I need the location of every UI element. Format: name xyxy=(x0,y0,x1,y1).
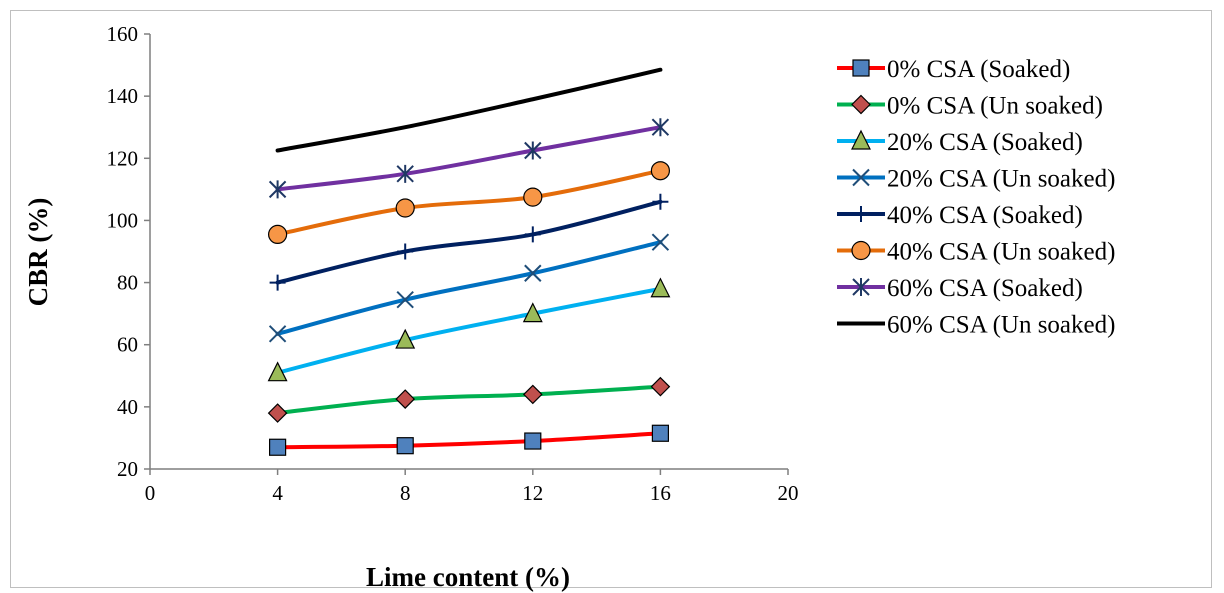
legend-label: 40% CSA (Soaked) xyxy=(887,202,1083,229)
legend-label: 60% CSA (Soaked) xyxy=(887,275,1083,302)
series-6 xyxy=(268,161,671,245)
data-point xyxy=(650,161,671,181)
data-point xyxy=(651,233,670,251)
series-5 xyxy=(269,193,669,291)
legend-entry: 0% CSA (Soaked) xyxy=(837,56,1070,83)
legend-entry: 0% CSA (Un soaked) xyxy=(837,93,1103,120)
series-line xyxy=(275,199,663,285)
series-line xyxy=(275,240,663,336)
legend-marker-stroke xyxy=(852,278,870,296)
data-point xyxy=(267,403,288,423)
x-axis-title: Lime content (%) xyxy=(366,562,570,592)
data-point xyxy=(268,224,288,245)
legend-marker xyxy=(851,240,871,261)
x-tick-label: 0 xyxy=(145,481,156,505)
series-line xyxy=(275,67,663,153)
legend-marker xyxy=(853,206,869,222)
legend-entry: 20% CSA (Soaked) xyxy=(837,129,1083,156)
data-point-stroke xyxy=(651,233,670,251)
legend-marker xyxy=(852,168,870,187)
series-2 xyxy=(267,376,671,423)
y-tick-label: 20 xyxy=(117,457,138,481)
data-point xyxy=(524,264,542,282)
x-tick-label: 12 xyxy=(522,481,543,505)
data-point xyxy=(268,180,287,199)
legend-marker-stroke xyxy=(852,168,870,187)
data-point-stroke xyxy=(397,243,414,260)
x-tick-label: 8 xyxy=(400,481,411,505)
y-tick-label: 40 xyxy=(117,395,138,419)
data-point-stroke xyxy=(651,118,670,137)
series-3 xyxy=(267,277,671,382)
legend-marker xyxy=(851,129,871,150)
legend-entry: 40% CSA (Un soaked) xyxy=(837,239,1115,266)
data-point xyxy=(267,361,288,382)
data-point-stroke xyxy=(652,193,669,210)
data-point xyxy=(524,141,542,160)
data-point xyxy=(651,424,670,442)
data-point-stroke xyxy=(268,325,287,343)
legend-label: 40% CSA (Un soaked) xyxy=(887,239,1115,266)
data-point-stroke xyxy=(524,226,541,243)
data-point xyxy=(524,432,542,450)
x-tick-label: 16 xyxy=(650,481,671,505)
series-line xyxy=(275,168,663,237)
data-point xyxy=(395,198,415,218)
series-line xyxy=(275,384,663,416)
series-7 xyxy=(268,118,670,199)
data-point-stroke xyxy=(524,141,542,160)
series-line xyxy=(275,125,663,192)
legend-label: 20% CSA (Soaked) xyxy=(887,129,1083,156)
legend-entry: 20% CSA (Un soaked) xyxy=(837,166,1115,193)
legend-label: 20% CSA (Un soaked) xyxy=(887,166,1115,193)
data-point xyxy=(395,328,416,349)
data-point xyxy=(397,243,414,260)
series-line xyxy=(275,286,663,375)
data-point-stroke xyxy=(268,180,287,199)
data-point-stroke xyxy=(269,274,286,291)
data-point xyxy=(395,389,416,409)
series-line xyxy=(275,431,663,450)
y-tick-label: 140 xyxy=(107,84,139,108)
y-tick-label: 80 xyxy=(117,271,138,295)
legend-marker xyxy=(852,59,870,77)
data-point xyxy=(269,438,287,456)
legend-marker xyxy=(851,94,871,115)
data-point xyxy=(396,164,414,183)
data-point xyxy=(269,274,286,291)
data-point xyxy=(522,302,543,323)
data-point-stroke xyxy=(396,290,414,309)
series-4 xyxy=(268,233,670,343)
series-8 xyxy=(275,67,663,153)
y-tick-label: 60 xyxy=(117,333,138,357)
legend-entry: 60% CSA (Un soaked) xyxy=(837,312,1115,339)
legend-marker-stroke xyxy=(853,206,869,222)
data-point xyxy=(523,187,543,207)
legend-label: 0% CSA (Un soaked) xyxy=(887,93,1103,120)
x-tick-label: 4 xyxy=(272,481,283,505)
y-axis-title: CBR (%) xyxy=(23,198,53,307)
data-point xyxy=(651,118,670,137)
data-point-stroke xyxy=(396,164,414,183)
x-tick-label: 20 xyxy=(778,481,799,505)
y-tick-label: 120 xyxy=(107,146,139,170)
legend-entry: 60% CSA (Soaked) xyxy=(837,275,1083,302)
legend-label: 60% CSA (Un soaked) xyxy=(887,312,1115,339)
data-point-stroke xyxy=(524,264,542,282)
legend-label: 0% CSA (Soaked) xyxy=(887,56,1070,83)
series-1 xyxy=(269,424,670,456)
data-point xyxy=(522,384,543,405)
data-point xyxy=(652,193,669,210)
data-point xyxy=(650,376,671,397)
data-point xyxy=(268,325,287,343)
y-tick-label: 100 xyxy=(107,208,139,232)
legend-marker xyxy=(852,278,870,296)
data-point xyxy=(650,277,671,298)
data-point xyxy=(396,437,414,455)
data-point xyxy=(396,290,414,309)
legend-entry: 40% CSA (Soaked) xyxy=(837,202,1083,229)
y-tick-label: 160 xyxy=(107,22,139,46)
data-point xyxy=(524,226,541,243)
